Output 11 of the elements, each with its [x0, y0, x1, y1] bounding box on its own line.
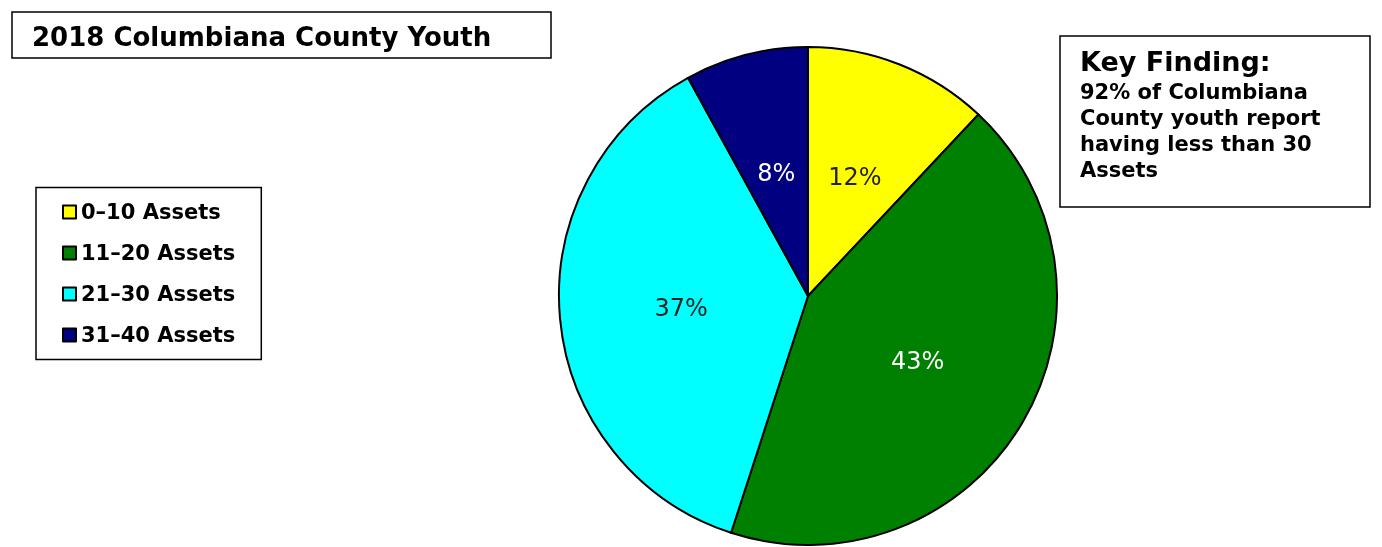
text: 92% of Columbiana County youth report having less than 30 Assets — [1080, 80, 1328, 182]
data-label: 8% — [757, 158, 796, 187]
legend-label: 31–40 Assets — [81, 323, 236, 347]
data-label: 37% — [654, 294, 708, 322]
chart-title: 2018 Columbiana County Youth — [32, 22, 492, 52]
legend-label: 0–10 Assets — [81, 200, 221, 224]
legend-label: 21–30 Assets — [81, 282, 236, 306]
legend-label: 11–20 Assets — [81, 241, 236, 265]
text: Key Finding: — [1080, 46, 1271, 77]
data-label: 12% — [828, 163, 882, 192]
data-label: 43% — [891, 346, 945, 375]
